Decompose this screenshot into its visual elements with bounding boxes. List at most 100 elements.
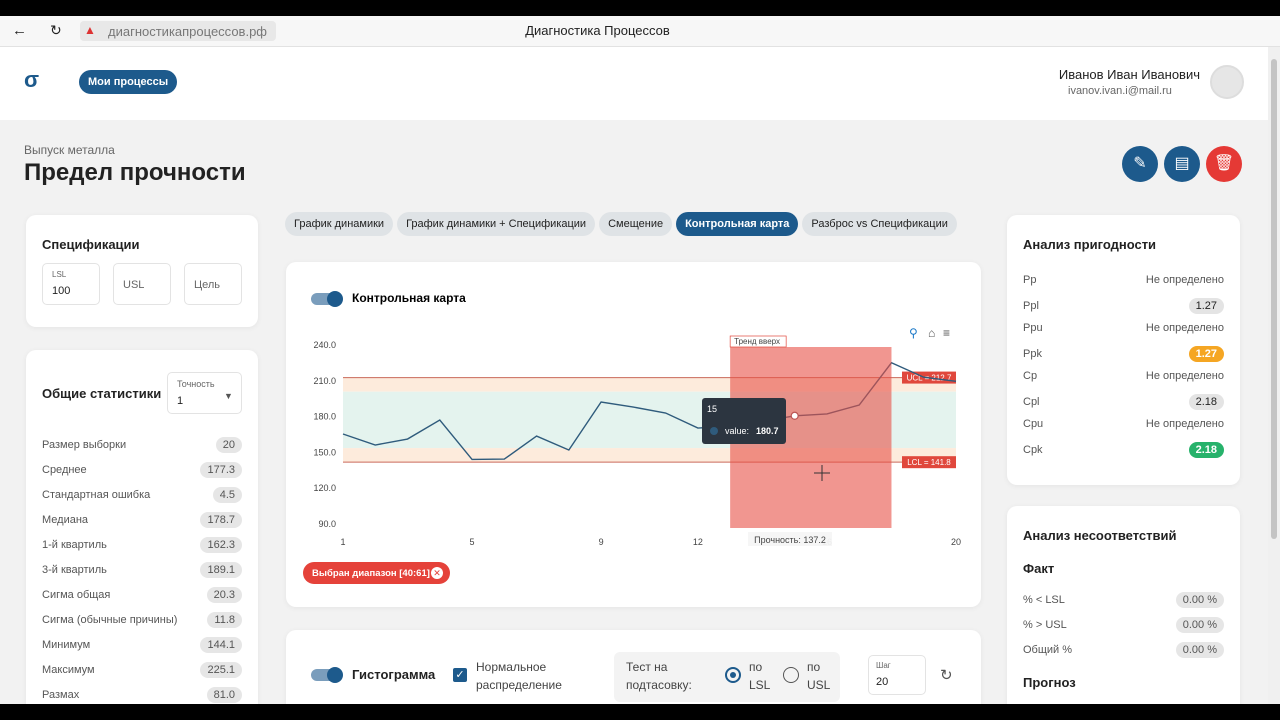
radio-lsl[interactable] [725, 667, 741, 683]
refresh[interactable]: ↻ [940, 667, 953, 684]
stat-row: 1-й квартиль 162.3 [42, 537, 242, 553]
tab[interactable]: Смещение [599, 212, 673, 236]
crosshair-label: Прочность: 137.2 [754, 535, 826, 545]
y-tick-label: 210.0 [313, 376, 336, 386]
capability-name: Cpl [1023, 396, 1040, 408]
nonconformity-name: % > USL [1023, 619, 1067, 631]
target-field[interactable]: Цель [184, 263, 242, 305]
chart-card: Контрольная карта ⚲ ⌂ ≡ 90.0 120.0 150.0 180.0 2… [286, 262, 981, 607]
doc-button[interactable]: ▤ [1164, 146, 1200, 182]
stat-name: Стандартная ошибка [42, 489, 151, 501]
step-value: 20 [876, 676, 889, 688]
selection-chip[interactable] [303, 562, 450, 584]
x-tick-label: 9 [599, 537, 604, 547]
tooltip-dot [710, 427, 718, 435]
stat-row: Максимум 225.1 [42, 662, 242, 678]
capability-value: Не определено [1145, 370, 1224, 382]
edit-button[interactable]: ✎ [1122, 146, 1158, 182]
back[interactable]: ← [12, 22, 27, 39]
tooltip-value: 180.7 [756, 426, 779, 436]
range-label: Тренд вверх [734, 337, 780, 346]
reload[interactable]: ↻ [50, 22, 62, 38]
delete-button[interactable]: 🗑 [1206, 146, 1242, 182]
nonconformity-title: Анализ несоответствий [1023, 528, 1177, 543]
stats-title: Общие статистики [42, 386, 162, 401]
tab[interactable]: График динамики + Спецификации [397, 212, 596, 236]
stat-value: 20 [215, 437, 242, 453]
limit-label-bg [902, 456, 956, 469]
usl-placeholder: USL [123, 279, 145, 291]
my-processes[interactable]: Мои процессы [79, 70, 178, 94]
radio-usl-label: по USL [807, 660, 831, 692]
stat-row: Стандартная ошибка 4.5 [42, 487, 242, 503]
x-tick-label: 20 [951, 537, 961, 547]
radio-usl[interactable] [783, 667, 799, 683]
capability-value: 2.18 [1188, 442, 1224, 458]
capability-value: Не определено [1145, 274, 1224, 286]
stat-row: Среднее 177.3 [42, 462, 242, 478]
stat-row: Размер выборки 20 [42, 437, 242, 453]
chart-toggle[interactable] [311, 291, 343, 307]
x-tick-label: 12 [693, 537, 703, 547]
stat-name: Размер выборки [42, 439, 127, 451]
avatar[interactable] [1210, 65, 1244, 99]
logo[interactable]: σ [24, 67, 40, 92]
zoom-icon[interactable]: ⚲ [909, 326, 918, 340]
chip-close[interactable] [431, 567, 443, 579]
specs-card: Спецификации LSL 100 USL Цель [26, 215, 258, 327]
capability-row: Pp Не определено [1023, 274, 1224, 286]
capability-card: Анализ пригодности Pp Не определено Ppl 1.2… [1007, 215, 1240, 485]
stat-name: Сигма общая [42, 589, 111, 601]
capability-row: Cpl 2.18 [1023, 394, 1224, 410]
tabs: График динамики График динамики + Специфи… [285, 212, 985, 236]
nonconformity-value: 0.00 % [1175, 592, 1224, 608]
selection-chip-label: Выбран диапазон [40:61] [312, 568, 430, 579]
home-icon[interactable]: ⌂ [928, 326, 935, 340]
url: диагностикапроцессов.рф [108, 24, 267, 39]
capability-title: Анализ пригодности [1023, 237, 1157, 252]
stat-name: Максимум [42, 664, 95, 676]
capability-row: Ppu Не определено [1023, 322, 1224, 334]
stat-name: Минимум [42, 639, 91, 651]
chip-close-x: ✕ [433, 568, 441, 578]
stat-value: 144.1 [200, 637, 242, 653]
tooltip-bg [702, 398, 786, 444]
capability-row: Cp Не определено [1023, 370, 1224, 382]
limit-label: LCL = 141.8 [907, 458, 951, 467]
checkbox[interactable]: ✓ [453, 668, 467, 682]
tab[interactable]: Разброс vs Спецификации [802, 212, 957, 236]
nonconformity-value: 0.00 % [1175, 617, 1224, 633]
capability-value: Не определено [1145, 322, 1224, 334]
stat-value: 177.3 [200, 462, 242, 478]
hover-point [790, 411, 799, 420]
url-box[interactable]: ▲ диагностикапроцессов.рф [80, 21, 276, 41]
lsl-value: 100 [52, 285, 71, 297]
tooltip-label: value: [725, 426, 749, 436]
tab[interactable]: График динамики [285, 212, 394, 236]
stat-name: 3-й квартиль [42, 564, 107, 576]
stat-row: Сигма (обычные причины) 11.8 [42, 612, 242, 628]
tab[interactable]: Контрольная карта [676, 212, 799, 236]
y-tick-label: 180.0 [313, 412, 336, 422]
stat-name: Медиана [42, 514, 89, 526]
stat-name: Сигма (обычные причины) [42, 614, 178, 626]
nonconformity-name: % < LSL [1023, 594, 1065, 606]
usl-field[interactable]: USL [113, 263, 171, 305]
dropdown-arrow: ▼ [224, 391, 233, 401]
crosshair-label-bg [748, 532, 832, 546]
x-tick-label: 5 [470, 537, 475, 547]
lsl-field[interactable]: LSL 100 [42, 263, 100, 305]
warning-icon: ▲ [84, 23, 96, 37]
control-chart: Контрольная карта ⚲ ⌂ ≡ 90.0 120.0 150.0 180.0 2… [303, 291, 961, 584]
bottom-band [0, 704, 1280, 720]
capability-row: Ppl 1.27 [1023, 298, 1224, 314]
menu-icon[interactable]: ≡ [943, 326, 950, 340]
histogram-toggle[interactable] [311, 667, 343, 683]
capability-value: 2.18 [1188, 394, 1224, 410]
stat-row: Размах 81.0 [42, 687, 242, 703]
precision-value: 1 [177, 395, 184, 407]
step-field[interactable]: Шаг 20 [868, 655, 926, 695]
test-label: Тест на подтасовку: [626, 660, 692, 692]
precision-select[interactable]: Точность 1 ▼ [167, 372, 242, 414]
range-label-bg [729, 335, 787, 348]
